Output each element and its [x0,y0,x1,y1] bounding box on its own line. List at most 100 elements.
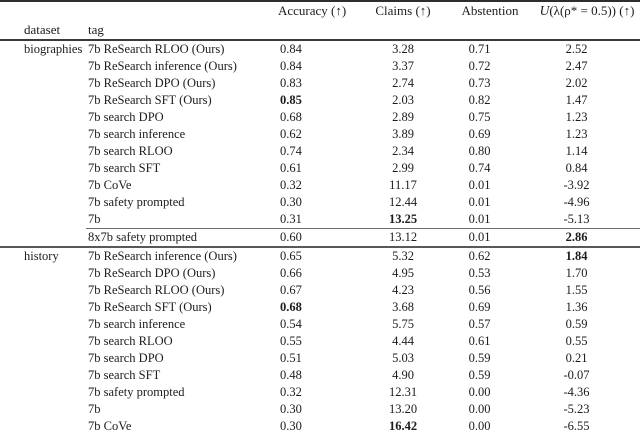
utility-cell: 2.86 [534,228,640,247]
accuracy-cell: 0.61 [280,161,302,175]
table-row: 8x7b safety prompted 0.60 13.12 0.01 2.86 [0,228,640,247]
utility-cell: -6.55 [563,419,590,430]
dataset-cell [0,126,86,143]
claims-cell: 13.25 [388,212,418,226]
tag-cell: 7b ReSearch RLOO (Ours) [88,42,225,56]
abstention-cell: 0.62 [446,246,534,265]
claims-cell: 13.12 [360,228,446,247]
dataset-cell [0,265,86,282]
claims-cell: 4.23 [392,283,414,297]
table-body: biographies 7b ReSearch RLOO (Ours) 0.84 3.… [0,40,640,430]
dataset-cell [0,401,86,418]
tag-cell: 8x7b safety prompted [86,228,272,247]
abstention-cell: 0.61 [468,334,491,348]
tag-cell: 7b search SFT [88,368,161,382]
claims-cell: 2.74 [392,76,414,90]
accuracy-cell: 0.32 [280,385,302,399]
table-row: 7b ReSearch DPO (Ours) 0.66 4.95 0.53 1.70 [0,265,640,282]
table-row: 7b search DPO 0.51 5.03 0.59 0.21 [0,350,640,367]
claims-cell: 4.90 [392,368,414,382]
dataset-cell [0,109,86,126]
abstention-cell: 0.01 [468,212,491,226]
claims-cell: 5.32 [360,246,446,265]
tag-cell: 7b [88,402,101,416]
dataset-cell [0,58,86,75]
abstention-cell: 0.73 [468,76,491,90]
abstention-cell: 0.69 [468,127,491,141]
utility-cell: 1.47 [565,93,588,107]
accuracy-cell: 0.74 [280,144,302,158]
dataset-cell [0,367,86,384]
accuracy-cell: 0.65 [272,246,360,265]
utility-cell: 1.36 [565,300,588,314]
accuracy-cell: 0.68 [280,300,302,314]
abstention-cell: 0.75 [468,110,491,124]
table-row: 7b search RLOO 0.74 2.34 0.80 1.14 [0,143,640,160]
utility-cell: 1.70 [565,266,588,280]
utility-cell: 0.55 [565,334,588,348]
utility-cell: 2.02 [565,76,588,90]
tag-cell: 7b ReSearch SFT (Ours) [88,300,212,314]
abstention-cell: 0.53 [468,266,491,280]
dataset-cell [0,194,86,211]
table-row: 7b ReSearch RLOO (Ours) 0.67 4.23 0.56 1.55 [0,282,640,299]
table-row: 7b ReSearch DPO (Ours) 0.83 2.74 0.73 2.02 [0,75,640,92]
abstention-cell: 0.72 [468,59,491,73]
claims-cell: 11.17 [389,178,417,192]
table-row: 7b search RLOO 0.55 4.44 0.61 0.55 [0,333,640,350]
accuracy-cell: 0.55 [280,334,302,348]
abstention-cell: 0.00 [468,419,491,430]
tag-cell: 7b CoVe [88,178,132,192]
accuracy-column-header: Accuracy (↑) [278,3,347,18]
claims-cell: 2.34 [392,144,414,158]
tag-cell: 7b search inference [88,317,186,331]
abstention-cell: 0.01 [468,178,491,192]
label-header-row: dataset tag [0,20,640,41]
accuracy-cell: 0.48 [280,368,302,382]
utility-cell: 1.14 [565,144,588,158]
header-spacer [0,1,86,20]
tag-cell: 7b [88,212,101,226]
abstention-cell: 0.01 [468,195,491,209]
table-row: 7b search inference 0.62 3.89 0.69 1.23 [0,126,640,143]
utility-cell: -5.23 [563,402,590,416]
tag-cell: 7b safety prompted [88,385,185,399]
table-row: 7b safety prompted 0.30 12.44 0.01 -4.96 [0,194,640,211]
table-row: 7b search SFT 0.48 4.90 0.59 -0.07 [0,367,640,384]
abstention-cell: 0.59 [468,351,491,365]
claims-cell: 2.03 [392,93,414,107]
abstention-cell: 0.71 [468,42,491,56]
dataset-cell: history [0,246,86,265]
accuracy-cell: 0.54 [280,317,302,331]
header-spacer [534,20,640,41]
accuracy-cell: 0.67 [280,283,302,297]
tag-cell: 7b CoVe [88,419,132,430]
claims-cell: 3.28 [392,42,414,56]
dataset-cell [0,143,86,160]
abstention-cell: 0.56 [468,283,491,297]
abstention-cell: 0.01 [446,228,534,247]
utility-cell: -0.07 [563,368,590,382]
claims-cell: 2.89 [392,110,414,124]
table-row: 7b search DPO 0.68 2.89 0.75 1.23 [0,109,640,126]
dataset-cell [0,92,86,109]
utility-cell: 0.21 [565,351,588,365]
accuracy-cell: 0.84 [280,42,302,56]
accuracy-cell: 0.84 [280,59,302,73]
accuracy-cell: 0.85 [280,93,302,107]
utility-cell: 2.52 [565,42,588,56]
tag-cell: 7b search DPO [88,110,164,124]
accuracy-cell: 0.68 [280,110,302,124]
tag-cell: 7b ReSearch inference (Ours) [86,246,272,265]
tag-cell: 7b ReSearch DPO (Ours) [88,266,216,280]
utility-cell: 1.23 [565,110,588,124]
abstention-cell: 0.80 [468,144,491,158]
table-row: 7b CoVe 0.32 11.17 0.01 -3.92 [0,177,640,194]
claims-cell: 12.44 [388,195,418,209]
claims-cell: 5.03 [392,351,414,365]
table-row: 7b 0.31 13.25 0.01 -5.13 [0,211,640,229]
dataset-cell [0,350,86,367]
tag-column-header: tag [86,20,272,41]
